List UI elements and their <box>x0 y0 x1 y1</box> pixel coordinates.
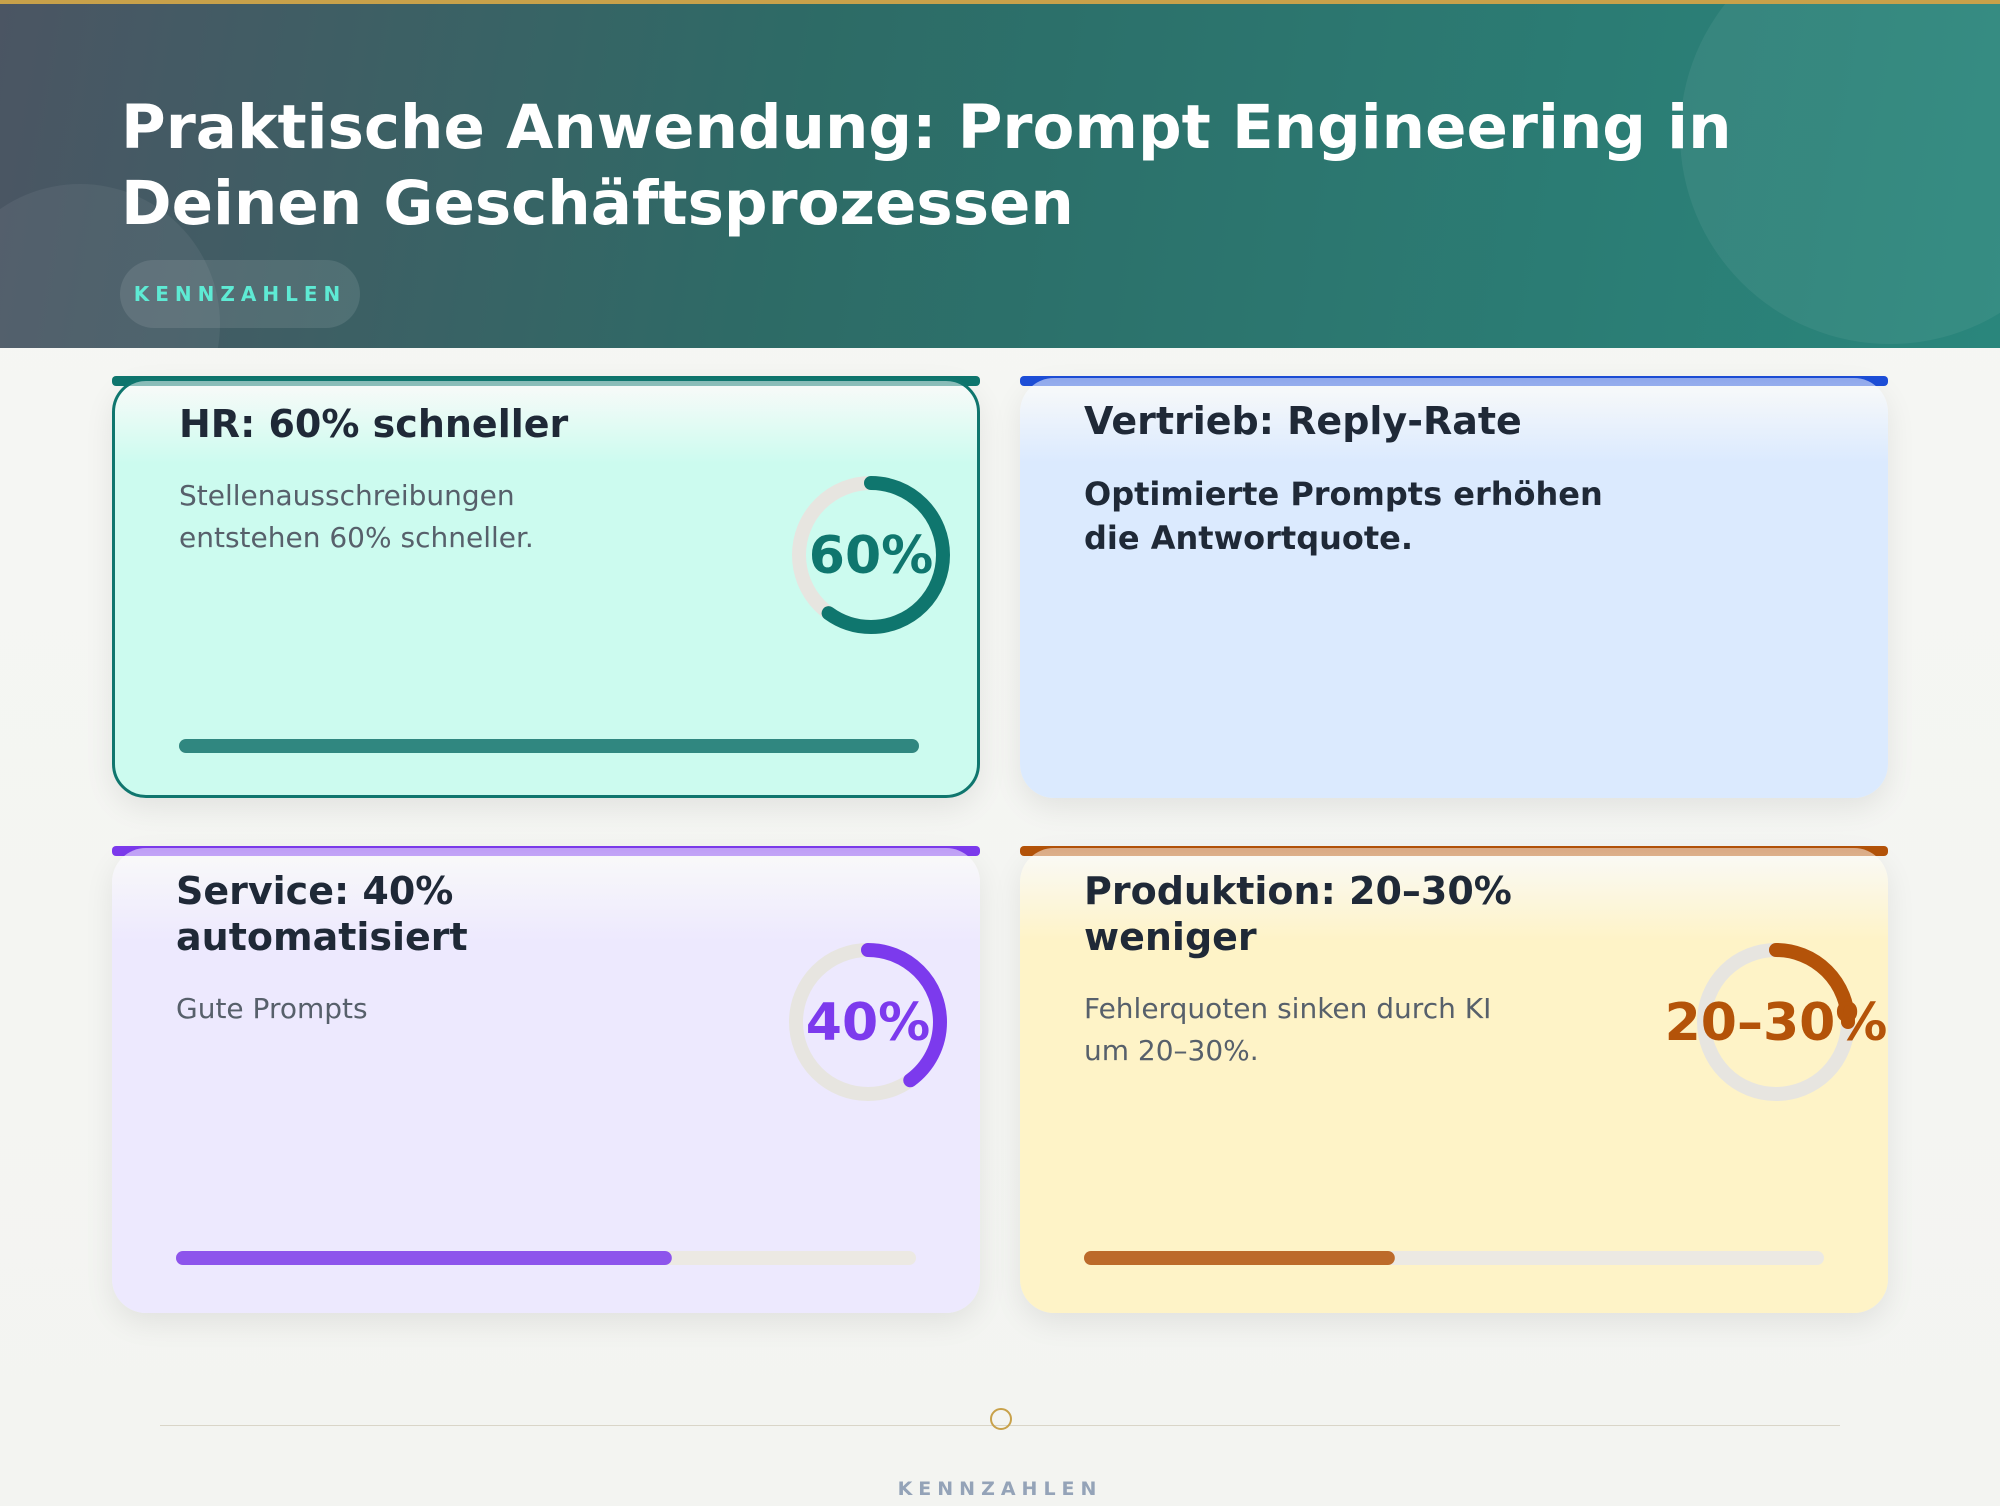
progress-bar <box>176 1251 916 1265</box>
ring-arc <box>792 476 950 634</box>
progress-fill <box>179 739 919 753</box>
divider-dot <box>990 1408 1012 1430</box>
title: Praktische Anwendung: Prompt Engineering… <box>121 92 1732 239</box>
card: Produktion: 20–30% weniger Fehlerquoten s… <box>1020 848 1888 1313</box>
progress-bar <box>1084 1251 1824 1265</box>
ring-arc <box>789 943 947 1101</box>
ring-arc <box>1697 943 1855 1101</box>
card-title: Produktion: 20–30% weniger <box>1084 869 1512 959</box>
progress-fill <box>1084 1251 1395 1265</box>
ring-chart: 20–30% <box>1665 943 1888 1101</box>
card-text: Fehlerquoten sinken durch KI um 20–30%. <box>1084 992 1492 1067</box>
card-text: Gute Prompts <box>176 992 368 1025</box>
ring-label: 40% <box>806 993 930 1053</box>
card-title: HR: 60% schneller <box>179 402 569 446</box>
card-text: Stellenausschreibungen entstehen 60% sch… <box>179 479 534 554</box>
header: Praktische Anwendung: Prompt Engineering… <box>0 0 2000 348</box>
ring-label: 20–30% <box>1665 993 1888 1053</box>
progress-bar <box>179 739 919 753</box>
badge: KENNZAHLEN <box>120 260 360 328</box>
card: Vertrieb: Reply-Rate Optimierte Prompts e… <box>1020 378 1888 798</box>
progress-fill <box>176 1251 672 1265</box>
card-text: Optimierte Prompts erhöhen die Antwortqu… <box>1084 475 1603 557</box>
ring-chart: 40% <box>789 943 947 1101</box>
ring-label: 60% <box>809 526 933 586</box>
card: Service: 40% automatisiert Gute Prompts 40… <box>112 848 980 1313</box>
footer-label: KENNZAHLEN <box>897 1478 1103 1500</box>
card-title: Service: 40% automatisiert <box>176 869 468 959</box>
ring-chart: 60% <box>792 476 950 634</box>
card: HR: 60% schneller Stellenausschreibungen … <box>112 378 980 798</box>
card-title: Vertrieb: Reply-Rate <box>1084 399 1522 443</box>
